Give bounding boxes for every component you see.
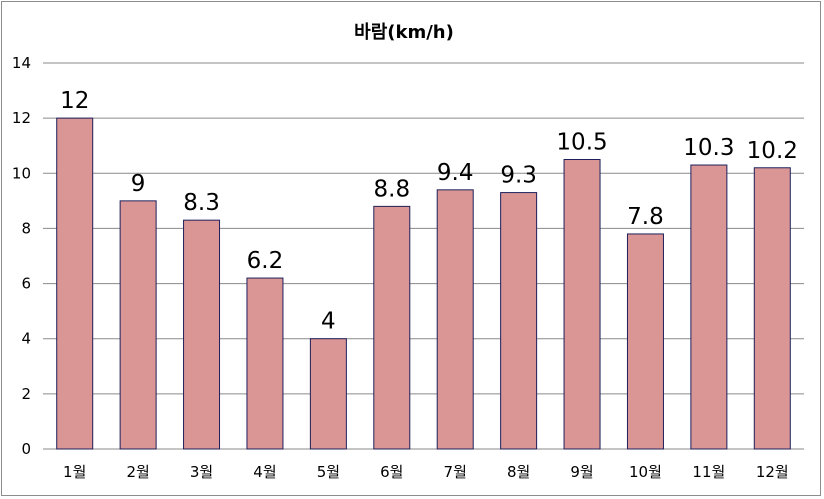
bars bbox=[56, 117, 791, 450]
bar bbox=[563, 159, 601, 450]
data-label: 8.3 bbox=[183, 190, 220, 216]
y-tick-label: 2 bbox=[21, 385, 31, 403]
bar bbox=[309, 338, 347, 450]
bar bbox=[436, 189, 474, 450]
x-tick-label: 11월 bbox=[692, 463, 725, 481]
data-label: 9.4 bbox=[437, 160, 474, 186]
data-label: 7.8 bbox=[627, 204, 664, 230]
y-tick-label: 12 bbox=[12, 109, 31, 127]
x-tick-label: 7월 bbox=[444, 463, 467, 481]
y-tick-label: 14 bbox=[12, 54, 31, 72]
x-tick-label: 1월 bbox=[63, 463, 86, 481]
gridlines bbox=[43, 62, 804, 450]
y-tick-label: 8 bbox=[21, 219, 31, 237]
data-label: 9 bbox=[131, 171, 146, 197]
x-tick-label: 10월 bbox=[629, 463, 662, 481]
x-tick-label: 12월 bbox=[756, 463, 789, 481]
y-tick-label: 6 bbox=[21, 275, 31, 293]
chart-title: 바람(km/h) bbox=[354, 22, 454, 43]
data-label: 9.3 bbox=[500, 163, 537, 189]
x-tick-label: 8월 bbox=[507, 463, 530, 481]
bar bbox=[56, 117, 94, 450]
bar bbox=[246, 277, 284, 450]
data-label: 10.2 bbox=[747, 138, 798, 164]
y-tick-label: 0 bbox=[21, 440, 31, 458]
x-axis-ticks: 1월 2월 3월 4월 5월 6월 7월 8월 9월 10월 11월 12월 bbox=[63, 463, 789, 481]
data-label: 6.2 bbox=[247, 248, 284, 274]
data-label: 4 bbox=[321, 309, 336, 335]
y-tick-label: 10 bbox=[12, 164, 31, 182]
bar bbox=[373, 205, 411, 450]
bar bbox=[626, 233, 664, 450]
data-label: 10.3 bbox=[683, 135, 734, 161]
x-tick-label: 5월 bbox=[317, 463, 340, 481]
data-label: 8.8 bbox=[374, 176, 411, 202]
x-tick-label: 2월 bbox=[126, 463, 149, 481]
bar bbox=[119, 200, 157, 450]
data-label: 12 bbox=[60, 88, 89, 114]
bar bbox=[690, 164, 728, 450]
bar bbox=[500, 192, 538, 450]
bar bbox=[183, 219, 221, 450]
x-tick-label: 3월 bbox=[190, 463, 213, 481]
bar bbox=[753, 167, 791, 450]
y-tick-label: 4 bbox=[21, 330, 31, 348]
x-tick-label: 4월 bbox=[253, 463, 276, 481]
data-label: 10.5 bbox=[556, 130, 607, 156]
x-tick-label: 6월 bbox=[380, 463, 403, 481]
y-axis-ticks: 0 2 4 6 8 10 12 14 bbox=[12, 54, 31, 458]
x-tick-label: 9월 bbox=[570, 463, 593, 481]
data-labels: 12 9 8.3 6.2 4 8.8 9.4 9.3 10.5 7.8 10.3 10.2 bbox=[60, 88, 798, 335]
